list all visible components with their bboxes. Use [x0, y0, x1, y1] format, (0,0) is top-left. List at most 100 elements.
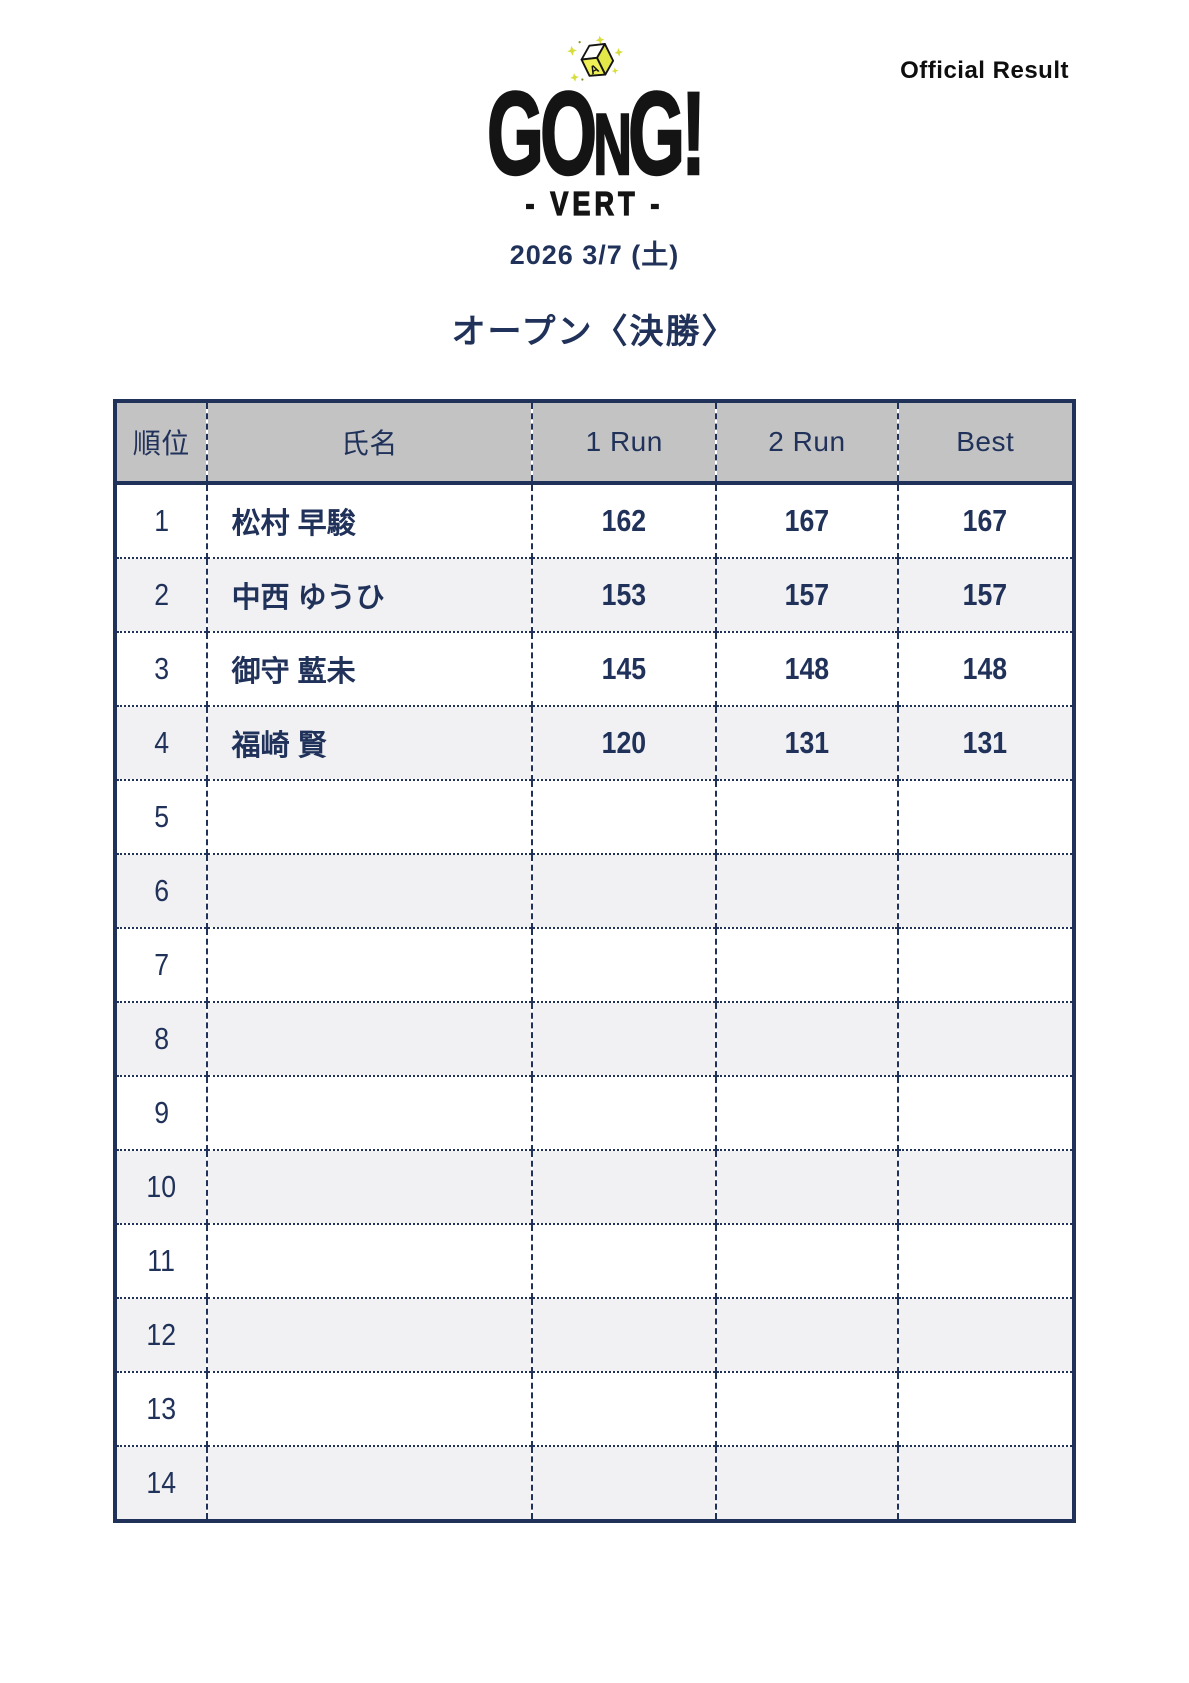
best-cell	[896, 852, 1074, 928]
column-header-run1: 1 Run	[531, 400, 717, 485]
run1-cell	[531, 1074, 717, 1150]
sparkle-icon	[595, 35, 604, 45]
sparkle-icon	[569, 73, 579, 82]
run1-cell	[531, 1296, 717, 1372]
name-cell: 松村 早駿	[205, 482, 533, 558]
rank-cell: 1	[115, 483, 207, 558]
best-cell	[896, 1148, 1074, 1224]
best-cell	[896, 1370, 1074, 1446]
table-row: 1 松村 早駿 162 167 167	[115, 482, 1074, 558]
name-cell: 中西 ゆうひ	[205, 556, 533, 632]
run2-cell	[715, 1222, 898, 1298]
run2-cell: 131	[715, 704, 898, 780]
rank-cell: 8	[115, 1000, 207, 1076]
results-table-body: 1 松村 早駿 162 167 167 2 中西 ゆうひ 153 157 157…	[115, 482, 1074, 1521]
run2-cell: 148	[715, 630, 898, 706]
table-row: 12	[115, 1296, 1074, 1372]
rank-cell: 5	[115, 778, 207, 854]
rank-value: 7	[153, 946, 169, 982]
name-cell: 福崎 賢	[205, 704, 533, 780]
name-cell	[205, 1296, 533, 1372]
rank-value: 8	[153, 1020, 169, 1056]
best-cell	[896, 1000, 1074, 1076]
table-row: 9	[115, 1074, 1074, 1150]
rank-value: 13	[146, 1390, 177, 1426]
rank-cell: 12	[115, 1296, 207, 1372]
table-row: 10	[115, 1148, 1074, 1224]
best-cell: 167	[896, 482, 1074, 558]
rank-value: 1	[153, 502, 169, 538]
name-cell	[205, 926, 533, 1002]
run1-cell	[531, 1148, 717, 1224]
logo-letter: O	[539, 68, 597, 200]
rank-cell: 11	[115, 1222, 207, 1298]
best-cell	[896, 1444, 1074, 1521]
sparkle-icon	[613, 48, 623, 57]
name-cell	[205, 1222, 533, 1298]
table-row: 11	[115, 1222, 1074, 1298]
best-cell	[896, 1296, 1074, 1372]
rank-value: 5	[153, 798, 169, 834]
table-row: 4 福崎 賢 120 131 131	[115, 704, 1074, 780]
run1-cell: 162	[531, 482, 717, 558]
rank-value: 9	[153, 1094, 169, 1130]
run2-cell	[715, 1296, 898, 1372]
table-row: 14	[115, 1444, 1074, 1521]
gong-cube-icon: A	[566, 35, 623, 82]
table-row: 6	[115, 852, 1074, 928]
rank-value: 12	[146, 1316, 177, 1352]
logo-letter: G	[486, 68, 544, 200]
name-cell	[205, 1444, 533, 1521]
run1-value: 162	[601, 502, 647, 538]
best-cell	[896, 1222, 1074, 1298]
run1-value: 153	[601, 576, 647, 612]
best-cell: 148	[896, 630, 1074, 706]
rank-value: 14	[146, 1464, 177, 1500]
table-row: 5	[115, 778, 1074, 854]
rank-value: 3	[153, 650, 169, 686]
table-row: 8	[115, 1000, 1074, 1076]
run2-cell	[715, 778, 898, 854]
logo-letter: !	[681, 68, 707, 200]
run2-value: 131	[784, 724, 830, 760]
logo-gong-text: GONG!	[226, 74, 963, 195]
run2-cell: 167	[715, 482, 898, 558]
best-value: 167	[963, 502, 1008, 538]
table-row: 3 御守 藍未 145 148 148	[115, 630, 1074, 706]
best-cell: 131	[896, 704, 1074, 780]
rank-cell: 9	[115, 1074, 207, 1150]
rank-value: 6	[153, 872, 169, 908]
run2-cell	[715, 1074, 898, 1150]
run2-cell	[715, 1000, 898, 1076]
run1-cell	[531, 1222, 717, 1298]
best-value: 157	[963, 576, 1008, 612]
run2-cell	[715, 1370, 898, 1446]
table-row: 7	[115, 926, 1074, 1002]
rank-value: 2	[153, 576, 169, 612]
run2-cell	[715, 1444, 898, 1521]
rank-cell: 6	[115, 852, 207, 928]
name-cell	[205, 1148, 533, 1224]
sparkle-icon	[611, 67, 618, 75]
run1-cell: 120	[531, 704, 717, 780]
run1-value: 145	[601, 650, 647, 686]
best-cell	[896, 1074, 1074, 1150]
sparkle-dot	[578, 41, 581, 44]
rank-cell: 14	[115, 1444, 207, 1521]
logo-block: A GONG! - VERT - 2026 3/7 (土)	[0, 0, 1189, 272]
run1-cell	[531, 926, 717, 1002]
name-cell	[205, 852, 533, 928]
run1-cell	[531, 1444, 717, 1521]
rank-cell: 7	[115, 926, 207, 1002]
header-row: 順位 氏名 1 Run 2 Run Best	[115, 400, 1074, 485]
logo-letter: N	[593, 97, 633, 193]
column-header-name: 氏名	[205, 400, 533, 485]
best-cell	[896, 926, 1074, 1002]
run1-cell: 145	[531, 630, 717, 706]
run1-cell	[531, 778, 717, 854]
run2-value: 167	[784, 502, 830, 538]
column-header-run2: 2 Run	[715, 400, 898, 485]
name-cell	[205, 1074, 533, 1150]
run2-cell	[715, 852, 898, 928]
event-date: 2026 3/7 (土)	[509, 239, 680, 270]
